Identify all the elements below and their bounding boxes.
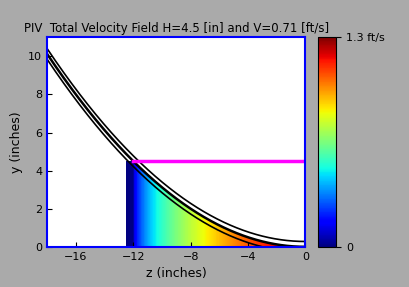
X-axis label: z (inches): z (inches) [146, 267, 206, 280]
Y-axis label: y (inches): y (inches) [10, 111, 22, 173]
Title: PIV  Total Velocity Field H=4.5 [in] and V=0.71 [ft/s]: PIV Total Velocity Field H=4.5 [in] and … [24, 22, 328, 35]
